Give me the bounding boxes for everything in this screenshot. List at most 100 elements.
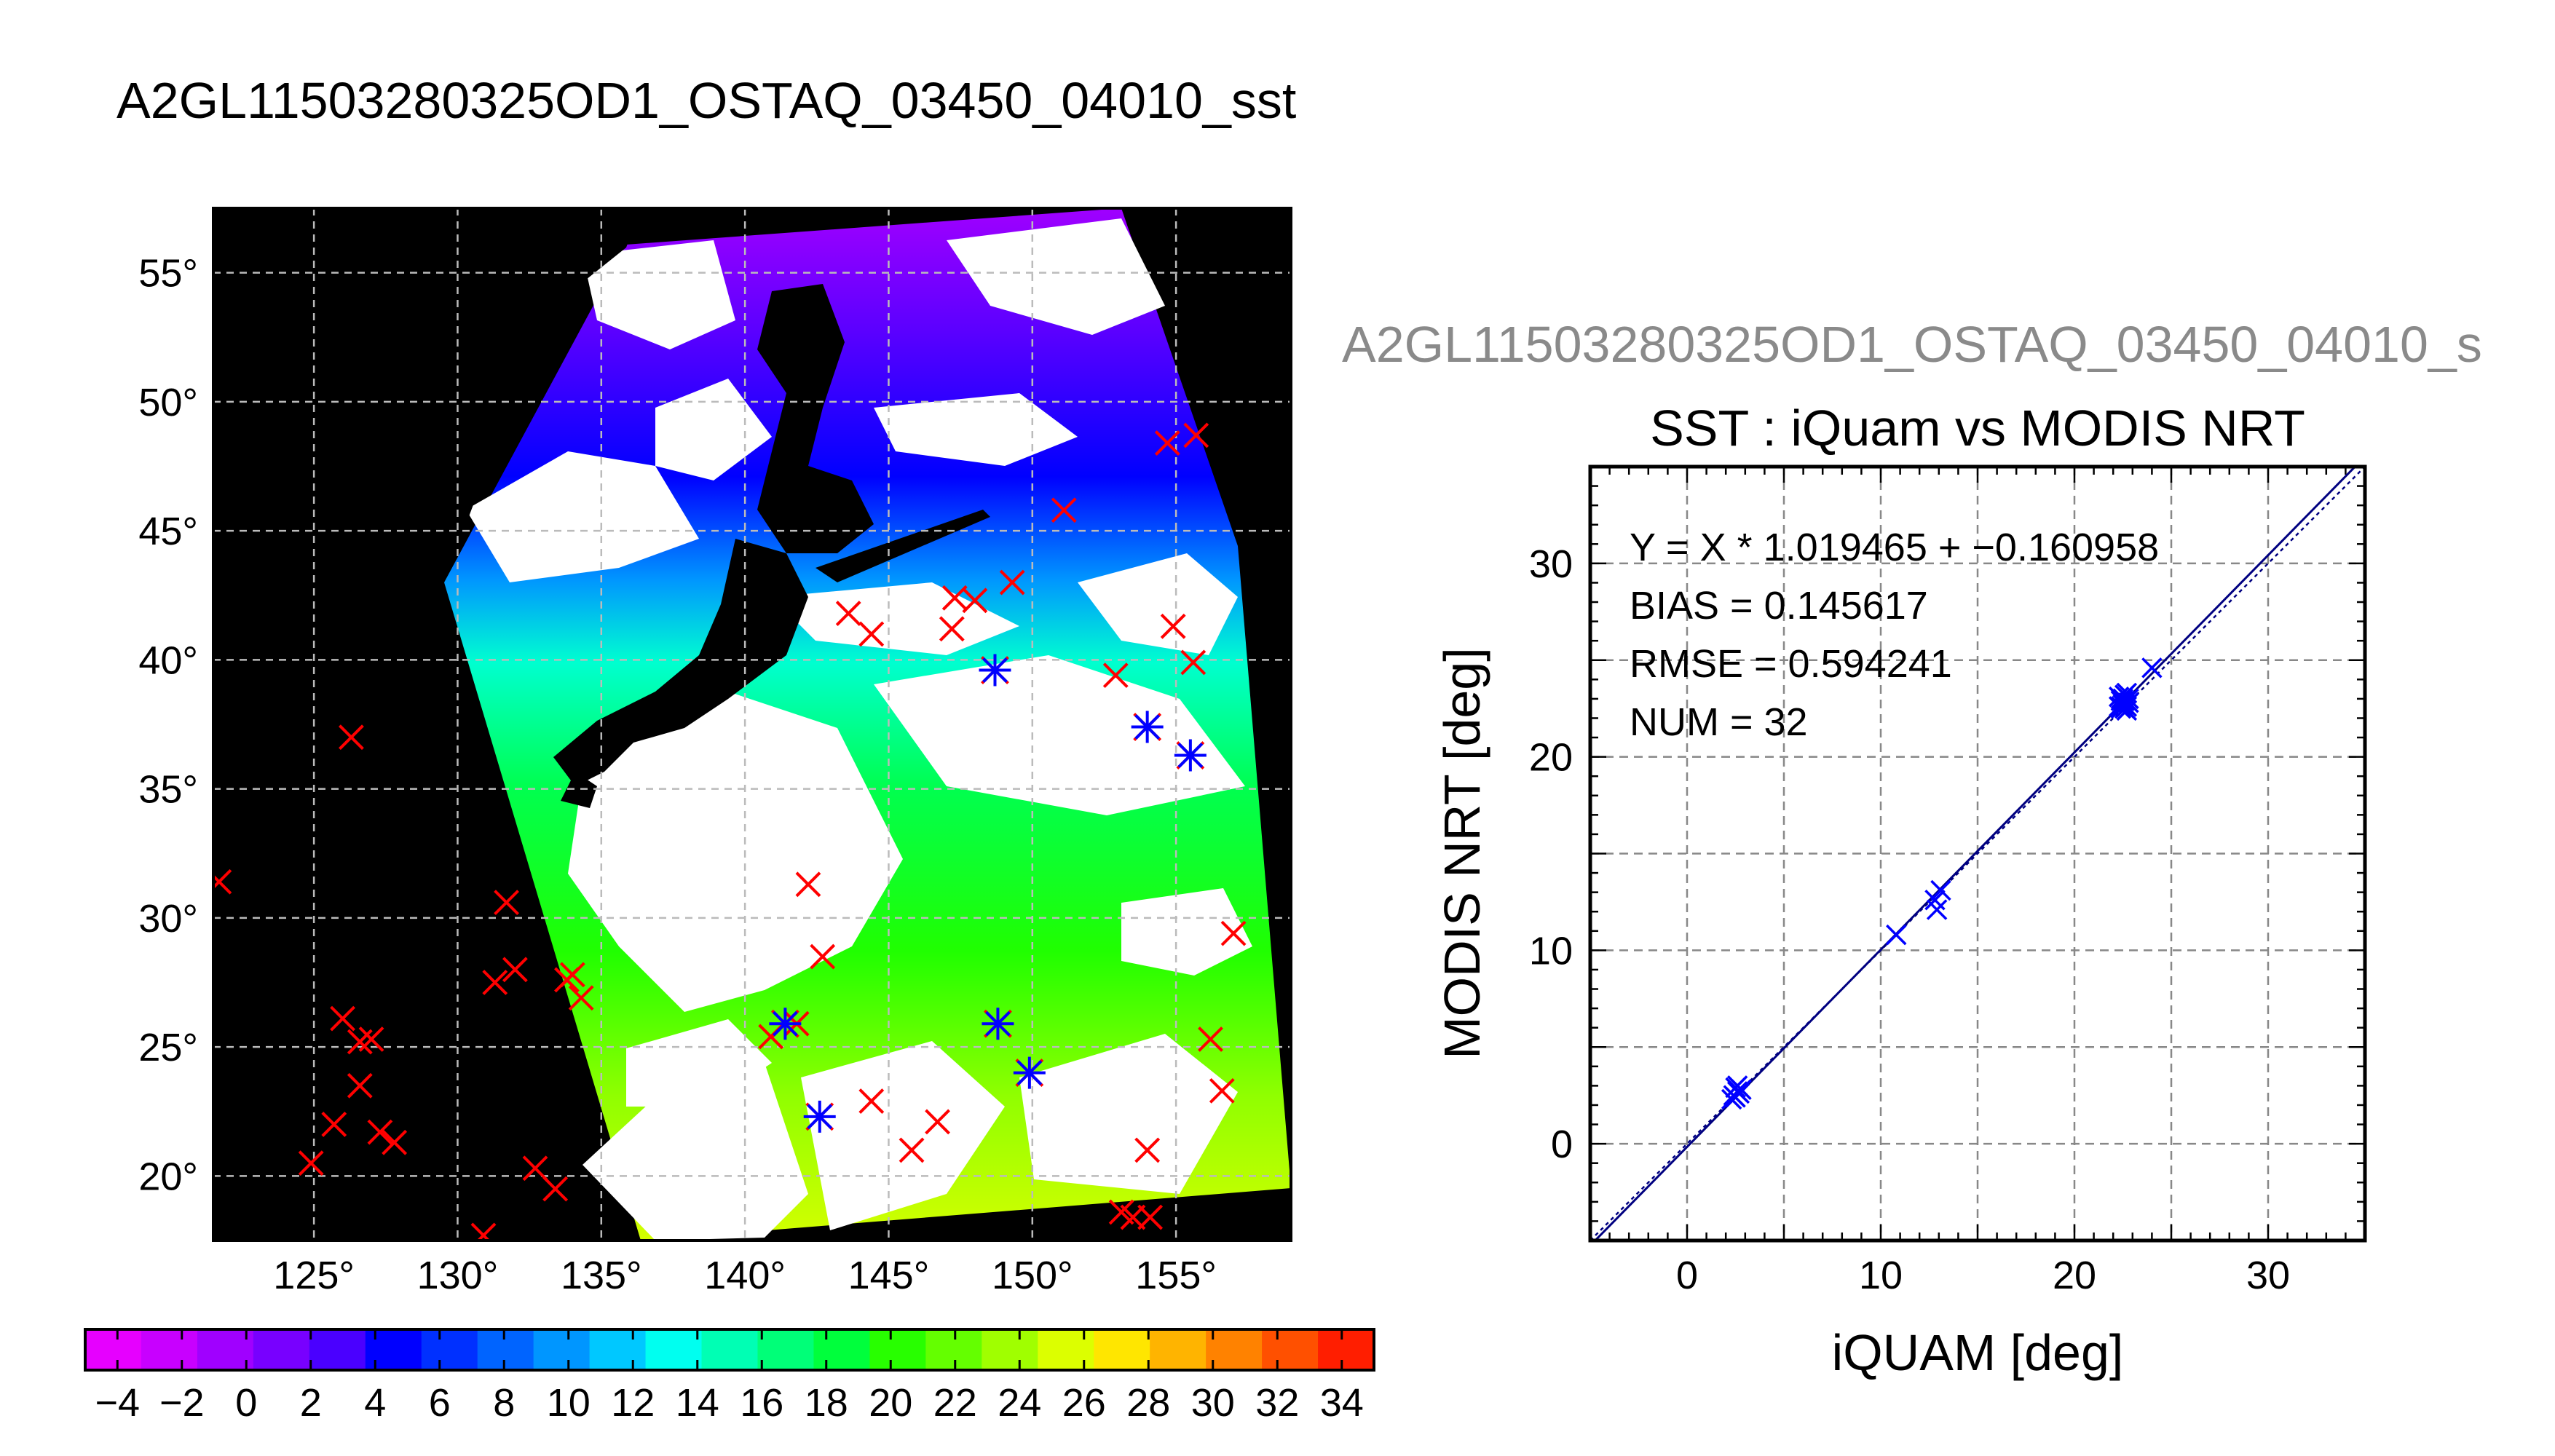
colorbar-tick-label: 34 [1320, 1381, 1364, 1425]
colorbar-tick-label: 18 [805, 1381, 848, 1425]
map-matched-points [769, 654, 1207, 1133]
colorbar-tick-label: 22 [933, 1381, 977, 1425]
map-buoy-point [899, 1137, 925, 1163]
colorbar-tick-label: 28 [1126, 1381, 1170, 1425]
map-buoy-point [1183, 422, 1209, 448]
map-buoy-point [925, 1109, 950, 1135]
colorbar-tick-label: 10 [547, 1381, 591, 1425]
map-buoy-point [1180, 649, 1207, 676]
scatter-x-axis-label: iQUAM [deg] [1832, 1324, 2124, 1381]
map-buoy-point [502, 957, 528, 983]
map-buoy-point [554, 967, 580, 993]
colorbar-swatch [1038, 1329, 1094, 1370]
map-matched-point [1013, 1056, 1046, 1089]
map-buoy-point [321, 1112, 347, 1137]
land-kamchatka-coast [816, 510, 990, 582]
map-buoy-point [858, 621, 885, 647]
colorbar-swatch [701, 1329, 759, 1370]
map-buoy-point [339, 724, 364, 751]
map-lat-tick-label: 55° [138, 252, 198, 296]
scatter-point [1924, 890, 1946, 911]
scatter-point [1726, 1075, 1748, 1096]
map-buoy-point [939, 616, 965, 642]
scatter-stat-line: BIAS = 0.145617 [1630, 584, 1928, 628]
colorbar-swatch [533, 1329, 591, 1370]
scatter-point [1726, 1081, 1748, 1102]
map-lon-tick-label: 135° [561, 1254, 642, 1297]
map-lat-tick-label: 50° [138, 381, 198, 424]
scatter-stat-line: Y = X * 1.019465 + −0.160958 [1630, 526, 2159, 569]
map-buoy-point [1160, 613, 1186, 639]
scatter-y-axis-label: MODIS NRT [deg] [1434, 647, 1490, 1059]
map-buoy-point [494, 890, 519, 916]
map-buoy-point [1198, 1026, 1223, 1052]
map-buoy-point [522, 1155, 548, 1182]
colorbar-swatch [925, 1329, 982, 1370]
colorbar-swatch [141, 1329, 198, 1370]
map-buoy-point [542, 1176, 569, 1202]
scatter-points [1721, 657, 2163, 1110]
colorbar-swatch [421, 1329, 478, 1370]
colorbar-tick-label: 6 [429, 1381, 451, 1425]
map-buoy-point [835, 601, 861, 626]
cloud-cover [466, 218, 1252, 1241]
land-mainland-west [213, 208, 641, 1241]
map-buoy-point [213, 869, 232, 895]
colorbar-swatch [1206, 1329, 1263, 1370]
scatter-point [1930, 879, 1951, 901]
map-matched-point [769, 1008, 802, 1040]
map-lat-tick-label: 30° [138, 897, 198, 941]
map-matched-point [1174, 739, 1207, 772]
map-buoy-point [1102, 662, 1129, 689]
colorbar: −4 −2 0 2 4 6 8 10 12 14 16 18 20 22 24 26 28 30 32 34 [84, 1328, 1375, 1425]
colorbar-tick-label: 26 [1062, 1381, 1106, 1425]
colorbar-swatch [365, 1329, 422, 1370]
map-buoy-point [1209, 1077, 1235, 1104]
map-lon-tick-label: 125° [273, 1254, 355, 1297]
scatter-stat-line: RMSE = 0.594241 [1630, 642, 1952, 686]
map-buoy-point [999, 569, 1025, 596]
map-buoy-point [298, 1150, 324, 1176]
colorbar-tick-label: 8 [493, 1381, 515, 1425]
identity-line [1590, 467, 2365, 1241]
map-buoy-point [382, 1129, 408, 1155]
scatter-stat-line: NUM = 32 [1630, 700, 1808, 744]
colorbar-swatch [1094, 1329, 1150, 1370]
map-lon-tick-label: 150° [992, 1254, 1073, 1297]
scatter-plot: SST : iQuam vs MODIS NRT 0 10 20 30 0 10 20 30… [1434, 400, 2367, 1381]
map-buoy-point [1154, 430, 1180, 456]
colorbar-tick-label: 14 [676, 1381, 719, 1425]
map-lat-tick-label: 35° [138, 768, 198, 812]
map-lon-tick-labels: 125° 130° 135° 140° 145° 150° 155° [273, 1254, 1217, 1297]
map-lon-tick-label: 145° [848, 1254, 930, 1297]
colorbar-swatch [1150, 1329, 1207, 1370]
colorbar-tick-label: 20 [869, 1381, 912, 1425]
scatter-x-tick-label: 10 [1859, 1254, 1903, 1297]
colorbar-swatch [253, 1329, 310, 1370]
map-lat-tick-labels: 20° 25° 30° 35° 40° 45° 50° 55° [138, 252, 198, 1199]
colorbar-tick-marks [116, 1329, 1343, 1370]
scatter-y-tick-label: 20 [1529, 736, 1573, 780]
colorbar-tick-label: 2 [300, 1381, 322, 1425]
map-matched-point [1131, 711, 1164, 743]
colorbar-tick-label: 32 [1255, 1381, 1299, 1425]
colorbar-tick-label: 0 [235, 1381, 257, 1425]
scatter-title: SST : iQuam vs MODIS NRT [1650, 400, 2305, 456]
map-buoy-point [795, 871, 821, 898]
colorbar-frame [84, 1328, 1375, 1372]
map-lat-tick-label: 45° [138, 510, 198, 553]
map-buoy-point [568, 985, 594, 1011]
colorbar-tick-label: −2 [159, 1381, 205, 1425]
scatter-point [2112, 694, 2133, 716]
map-buoy-point [1134, 1137, 1161, 1163]
colorbar-swatch [757, 1329, 815, 1370]
sub-title: A2GL11503280325OD1_OSTAQ_03450_04010_s [1342, 316, 2482, 373]
colorbar-swatch [477, 1329, 534, 1370]
regression-line [1593, 467, 2357, 1241]
map-frame [212, 207, 1292, 1242]
colorbar-tick-labels: −4 −2 0 2 4 6 8 10 12 14 16 18 20 22 24 26 28 30 32 34 [95, 1381, 1363, 1425]
map-buoy-point [1051, 497, 1077, 523]
map-buoy-point [1137, 1204, 1164, 1230]
colorbar-swatch [813, 1329, 870, 1370]
